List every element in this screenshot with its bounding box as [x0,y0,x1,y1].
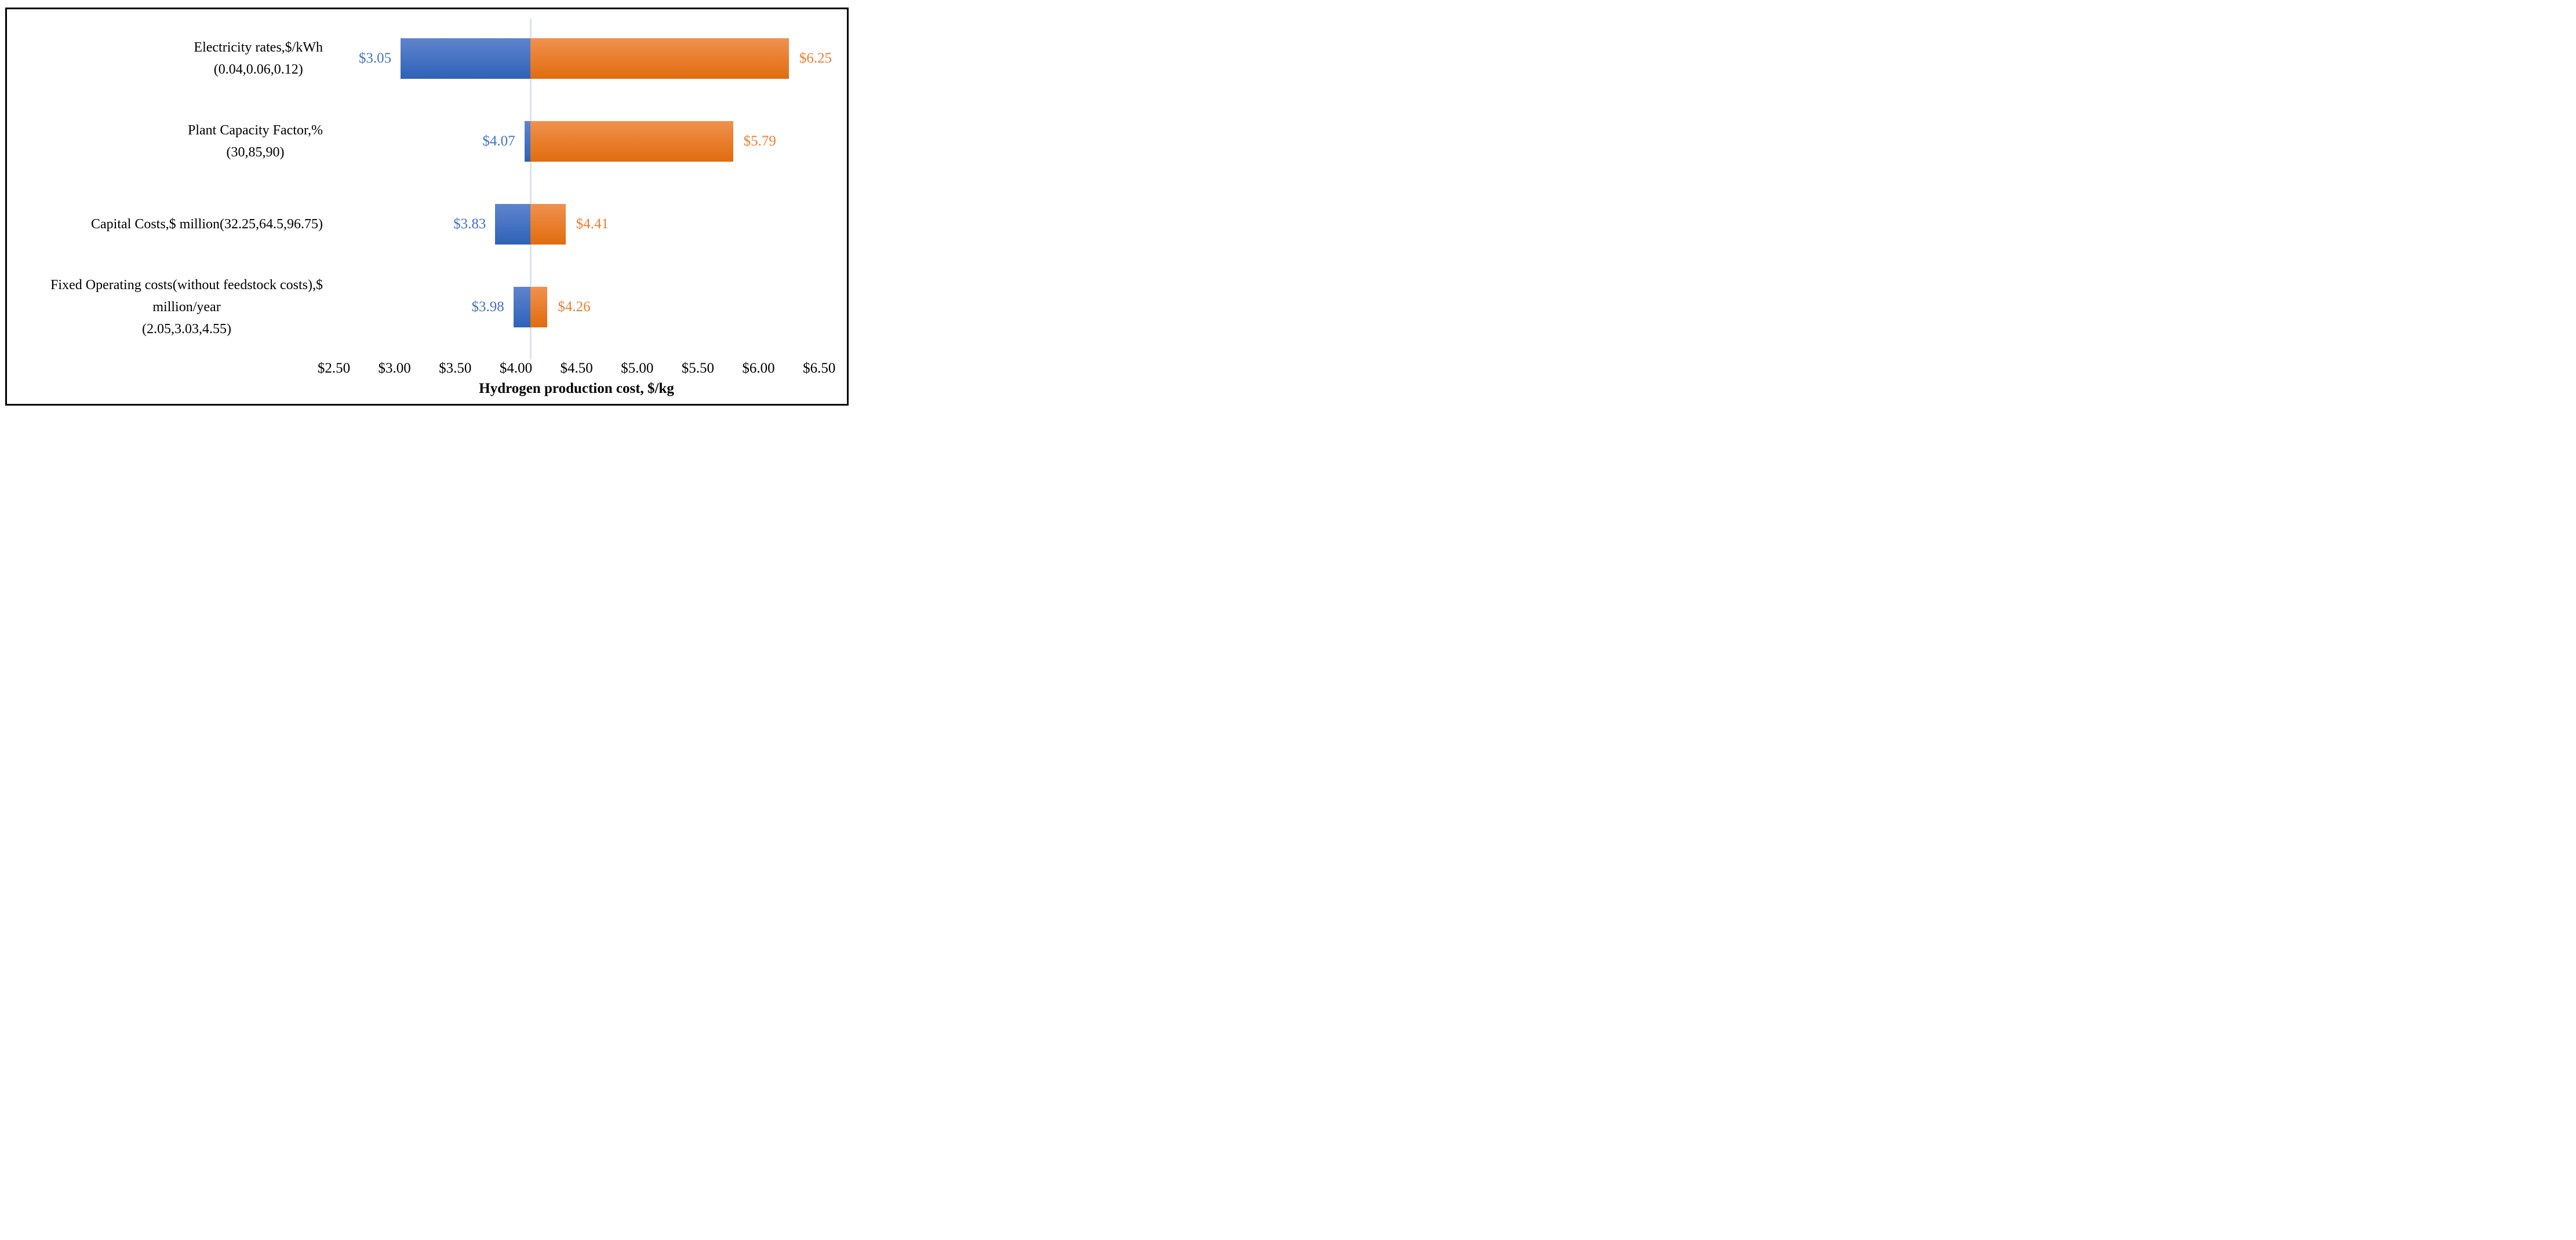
value-label-low-2: $3.83 [453,216,486,232]
x-tick-300: $3.00 [378,360,411,376]
x-axis-title: Hydrogen production cost, $/kg [479,381,674,396]
tornado-chart-figure: $3.05 $6.25 Electricity rates,$/kWh (0.04,0… [0,0,858,413]
value-label-high-3: $4.26 [558,299,591,315]
x-tick-550: $5.50 [681,360,715,376]
category-label-text-1: Plant Capacity Factor,% (30,85,90) [188,123,323,160]
bar-high-1 [530,121,733,162]
x-tick-450: $4.50 [560,360,593,376]
bar-low-3 [513,287,531,327]
bar-low-0 [401,38,531,79]
value-label-high-1: $5.79 [743,133,776,149]
category-label-text-3: Fixed Operating costs(without feedstock … [50,278,323,337]
category-label-0: Electricity rates,$/kWh (0.04,0.06,0.12) [0,37,323,81]
x-tick-500: $5.00 [621,360,654,376]
value-label-high-2: $4.41 [576,216,609,232]
bar-low-2 [495,204,531,245]
base-value-gridline [529,19,532,359]
value-label-low-1: $4.07 [482,133,515,149]
category-label-text-2: Capital Costs,$ million(32.25,64.5,96.75… [91,217,323,232]
category-label-2: Capital Costs,$ million(32.25,64.5,96.75… [0,213,323,235]
x-tick-650: $6.50 [803,360,836,376]
bar-high-0 [530,38,789,79]
value-label-high-0: $6.25 [799,50,832,66]
bar-high-3 [530,287,548,327]
category-label-3: Fixed Operating costs(without feedstock … [0,274,323,340]
value-label-low-0: $3.05 [358,50,392,66]
x-tick-250: $2.50 [317,360,351,376]
category-label-1: Plant Capacity Factor,% (30,85,90) [0,119,323,163]
x-tick-600: $6.00 [742,360,775,376]
bar-low-1 [524,121,531,162]
category-label-text-0: Electricity rates,$/kWh (0.04,0.06,0.12) [194,40,323,77]
x-tick-350: $3.50 [439,360,472,376]
value-label-low-3: $3.98 [471,299,504,315]
bar-high-2 [530,204,566,245]
x-tick-400: $4.00 [499,360,533,376]
